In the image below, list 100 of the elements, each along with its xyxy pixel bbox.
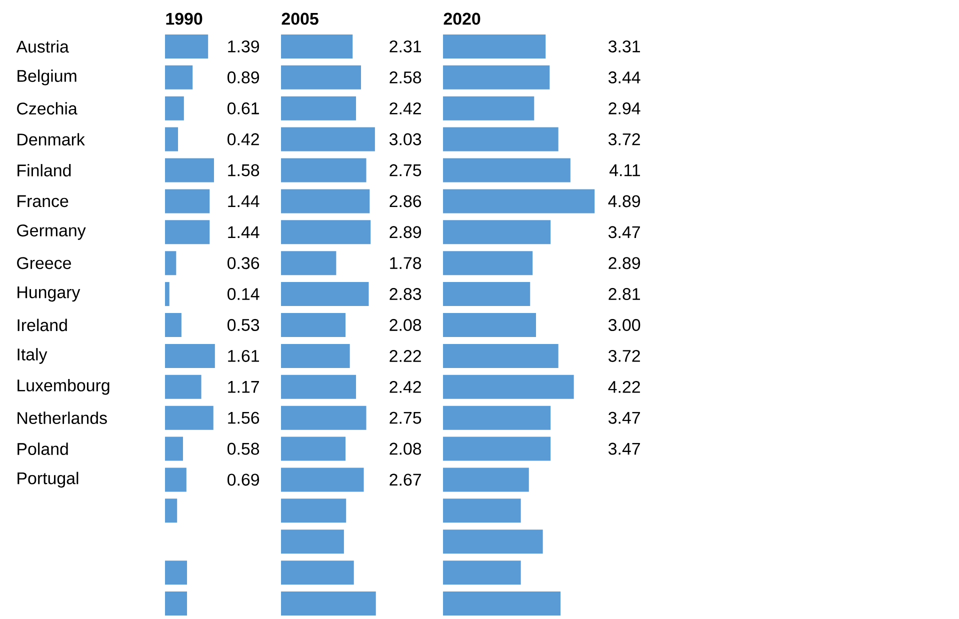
data-label: 0.36 — [228, 257, 260, 270]
bar — [165, 374, 202, 399]
bar — [443, 498, 521, 523]
data-label: 2.67 — [390, 474, 421, 486]
y-tick-label: Austria — [16, 40, 69, 53]
bar — [281, 251, 336, 276]
data-label: 4.11 — [609, 164, 640, 176]
chart-title: 2005 — [282, 12, 318, 25]
data-label: 3.44 — [608, 71, 640, 84]
data-label: 3.47 — [608, 442, 640, 455]
bar — [281, 436, 346, 461]
data-label: 3.31 — [608, 40, 640, 52]
data-label: 3.72 — [608, 350, 640, 362]
data-label: 0.14 — [228, 288, 260, 300]
data-label: 2.08 — [390, 442, 422, 455]
bar — [281, 65, 361, 90]
bar — [165, 189, 210, 214]
bar — [281, 406, 366, 430]
y-tick-label: Denmark — [18, 133, 85, 146]
data-label: 3.47 — [608, 412, 640, 424]
y-tick-label: Ireland — [18, 318, 67, 332]
data-label: 2.89 — [390, 226, 422, 238]
data-label: 1.39 — [228, 40, 260, 52]
y-tick-label: Poland — [18, 442, 68, 456]
data-label: 1.17 — [228, 381, 259, 393]
data-label: 0.69 — [228, 474, 260, 486]
data-label: 1.44 — [228, 195, 260, 208]
bar — [165, 312, 182, 337]
bar — [281, 498, 346, 523]
y-tick-label: Portugal — [18, 472, 78, 488]
bar — [281, 468, 364, 492]
data-label: 2.86 — [390, 195, 422, 208]
data-label: 1.61 — [228, 350, 259, 362]
bar — [165, 406, 214, 430]
data-label: 3.47 — [608, 226, 640, 238]
bar — [443, 127, 558, 152]
y-tick-label: Hungary — [18, 286, 80, 302]
bar — [281, 344, 350, 368]
data-label: 1.56 — [228, 412, 260, 424]
bar — [165, 468, 186, 492]
bar — [165, 498, 178, 523]
data-label: 0.89 — [228, 71, 260, 84]
bar — [443, 65, 550, 90]
bar — [443, 436, 551, 461]
bar — [443, 34, 546, 58]
data-label: 2.42 — [390, 102, 421, 114]
bar — [281, 560, 354, 585]
y-tick-label: Finland — [18, 164, 71, 176]
data-label: 1.58 — [228, 164, 260, 176]
bar — [281, 282, 369, 306]
data-label: 3.00 — [608, 318, 640, 331]
bar — [443, 406, 551, 430]
bar — [165, 65, 193, 90]
data-label: 4.22 — [608, 380, 640, 393]
data-label: 4.89 — [608, 195, 640, 208]
bar — [281, 530, 344, 554]
chart-title: 2020 — [444, 12, 480, 25]
data-label: 2.31 — [390, 40, 421, 52]
data-label: 2.94 — [608, 102, 640, 114]
bar — [281, 34, 353, 58]
y-tick-label: Belgium — [18, 70, 76, 86]
data-label: 3.03 — [389, 133, 422, 146]
bar — [165, 282, 170, 306]
bar — [443, 560, 521, 585]
bar — [281, 127, 375, 152]
bar — [165, 34, 208, 58]
data-label: 0.42 — [228, 133, 259, 146]
y-tick-label: Czechia — [17, 102, 78, 115]
bar — [165, 127, 178, 152]
bar — [443, 251, 533, 276]
data-label: 1.44 — [228, 226, 260, 238]
data-label: 0.58 — [228, 442, 260, 455]
bar — [165, 560, 188, 585]
bar — [281, 220, 371, 244]
bar — [443, 592, 560, 616]
bar — [165, 344, 215, 368]
bar — [443, 158, 570, 182]
bar — [165, 96, 184, 120]
bar — [165, 158, 214, 182]
data-label: 0.61 — [228, 102, 259, 114]
bar — [165, 220, 210, 244]
y-tick-label: Germany — [17, 224, 86, 240]
bar — [165, 592, 188, 616]
bar — [165, 251, 176, 276]
data-label: 1.78 — [390, 257, 422, 270]
bar — [281, 312, 346, 337]
data-label: 2.42 — [390, 380, 421, 393]
bar — [443, 468, 529, 492]
bar — [443, 344, 558, 368]
data-label: 0.53 — [228, 318, 260, 331]
bar — [443, 220, 551, 244]
bar — [443, 374, 574, 399]
y-tick-label: Greece — [17, 257, 71, 270]
bar — [281, 592, 376, 616]
y-tick-label: Luxembourg — [18, 379, 110, 395]
data-label: 2.58 — [390, 71, 422, 84]
bar — [443, 282, 530, 306]
y-tick-label: Italy — [18, 348, 48, 364]
data-label: 3.72 — [608, 133, 640, 146]
chart-title: 1990 — [166, 12, 202, 25]
